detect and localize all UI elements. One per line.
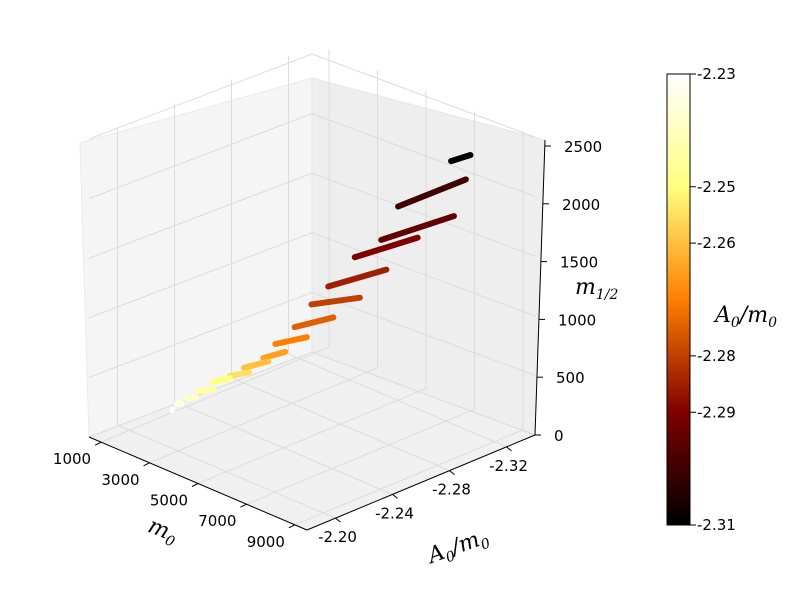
data-stripe bbox=[351, 234, 421, 261]
colorbar-label: A0/m0 bbox=[713, 303, 777, 331]
gridline bbox=[288, 55, 507, 448]
y-tick-mark bbox=[506, 446, 512, 452]
colorbar-ticks: -2.23 -2.25 -2.26 -2.28 -2.29 -2.31 bbox=[690, 65, 736, 534]
gridline bbox=[88, 232, 536, 319]
z-axis-label: m1/2 bbox=[575, 275, 618, 303]
data-stripe bbox=[291, 314, 337, 331]
data-stripe bbox=[209, 375, 233, 385]
x-axis-ticks: 9000 7000 5000 3000 1000 bbox=[53, 441, 296, 551]
gridline bbox=[88, 291, 536, 378]
data-stripe bbox=[308, 294, 363, 308]
colorbar bbox=[666, 73, 691, 526]
data-stripe bbox=[448, 152, 474, 165]
gridline bbox=[197, 90, 427, 484]
y-tick-mark bbox=[392, 493, 398, 499]
gridlines bbox=[88, 49, 536, 526]
colorbar-tick-label: -2.28 bbox=[697, 347, 736, 365]
data-series bbox=[169, 152, 474, 414]
y-axis-line bbox=[306, 434, 536, 531]
gridline bbox=[117, 127, 336, 519]
gridline bbox=[88, 113, 536, 200]
x-tick-mark bbox=[143, 462, 150, 467]
gridline bbox=[246, 111, 475, 505]
x-tick-label: 5000 bbox=[150, 492, 188, 510]
colorbar-tick-label: -2.26 bbox=[697, 234, 736, 252]
gridline bbox=[174, 103, 393, 495]
y-tick-label: -2.20 bbox=[318, 528, 357, 546]
z-tick-label: 1000 bbox=[558, 311, 596, 329]
z-tick-label: 500 bbox=[556, 369, 585, 387]
data-stripe bbox=[260, 348, 289, 362]
y-tick-label: -2.24 bbox=[375, 504, 414, 522]
y-tick-mark bbox=[449, 470, 455, 476]
x-tick-label: 1000 bbox=[53, 450, 91, 468]
z-tick-label: 2500 bbox=[564, 138, 602, 156]
axes-panes bbox=[79, 77, 546, 531]
x-tick-label: 7000 bbox=[198, 512, 236, 530]
gridline bbox=[88, 53, 536, 140]
colorbar-tick-label: -2.23 bbox=[697, 65, 736, 83]
y-axis-ticks: -2.20 -2.24 -2.28 -2.32 bbox=[318, 446, 528, 546]
colorbar-tick-label: -2.25 bbox=[697, 178, 736, 196]
x-tick-mark bbox=[94, 441, 102, 446]
gridline bbox=[149, 69, 379, 464]
data-stripe bbox=[241, 358, 272, 371]
z-tick-label: 0 bbox=[554, 427, 564, 445]
x-tick-mark bbox=[240, 503, 247, 508]
x-tick-label: 3000 bbox=[101, 471, 139, 489]
y-tick-label: -2.32 bbox=[489, 457, 528, 475]
z-tick-label: 2000 bbox=[562, 196, 600, 214]
data-stripe bbox=[395, 176, 469, 210]
data-stripe bbox=[183, 394, 200, 402]
data-stripe bbox=[195, 386, 217, 395]
z-axis-ticks: 0 500 1000 1500 2000 2500 bbox=[535, 138, 602, 445]
y-tick-mark bbox=[335, 517, 341, 523]
gridline bbox=[88, 351, 536, 438]
gridline bbox=[294, 131, 524, 526]
gridline bbox=[88, 172, 536, 259]
data-stripe bbox=[325, 266, 390, 290]
gridline bbox=[100, 49, 330, 443]
data-stripe bbox=[226, 369, 253, 379]
colorbar-tick-label: -2.29 bbox=[697, 403, 736, 421]
z-axis-line bbox=[534, 139, 546, 436]
colorbar-tick-label: -2.31 bbox=[697, 516, 736, 534]
data-stripe bbox=[378, 213, 457, 243]
z-tick-label: 1500 bbox=[560, 254, 598, 272]
x-tick-mark bbox=[288, 524, 296, 529]
data-stripe bbox=[272, 334, 310, 347]
x-tick-mark bbox=[191, 483, 199, 487]
y-tick-label: -2.28 bbox=[432, 481, 471, 499]
x-tick-label: 9000 bbox=[247, 533, 285, 551]
y-axis-label: A0/m0 bbox=[423, 524, 493, 572]
x-axis-label: m0 bbox=[143, 513, 181, 550]
